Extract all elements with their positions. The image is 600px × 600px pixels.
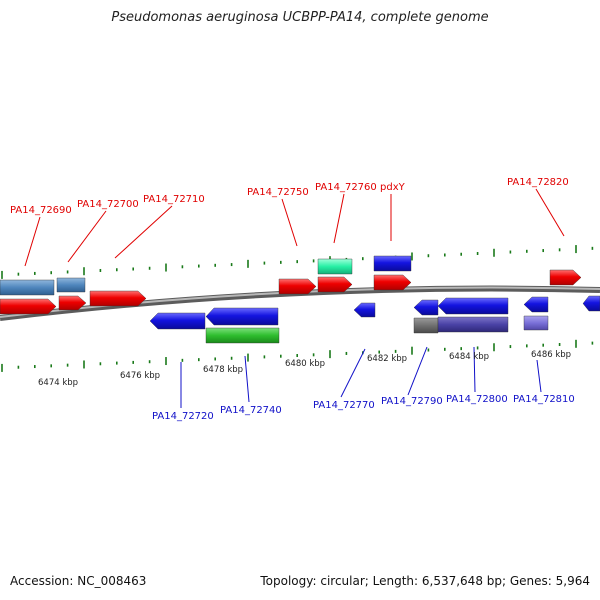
gene-arrow[interactable] [0,279,55,296]
gene-arrow[interactable] [317,258,353,275]
label-leader-line [333,193,345,244]
kbp-label: 6474 kbp [38,378,78,388]
kbp-label: 6480 kbp [285,359,325,369]
label-leader-line [24,216,41,267]
gene-arrow[interactable] [373,255,412,272]
kbp-label: 6476 kbp [120,371,160,381]
gene-arrow[interactable] [317,276,353,293]
gene-arrow[interactable] [89,290,147,307]
accession-text: Accession: NC_008463 [10,574,147,588]
gene-label-pa14-72720[interactable]: PA14_72720 [152,411,214,422]
gene-arrow[interactable] [205,307,279,326]
label-leader-line [67,210,107,263]
label-leader-line [535,188,565,237]
gene-arrow[interactable] [437,297,509,315]
label-leader-line [114,205,173,259]
label-leader-line [536,359,542,393]
gene-label-pa14-72820[interactable]: PA14_72820 [507,177,569,188]
label-leader-line [473,346,476,393]
gene-arrow[interactable] [353,302,376,318]
gene-label-pa14-72740[interactable]: PA14_72740 [220,405,282,416]
gene-arrow[interactable] [373,274,412,291]
kbp-label: 6486 kbp [531,350,571,360]
gene-arrow[interactable] [278,278,317,295]
gene-arrow[interactable] [413,299,439,316]
gene-label-pa14-72760[interactable]: PA14_72760 [315,182,377,193]
gene-arrow[interactable] [149,312,206,330]
gene-label-pa14-72810[interactable]: PA14_72810 [513,394,575,405]
gene-label-pa14-72690[interactable]: PA14_72690 [10,205,72,216]
gene-arrow[interactable] [413,317,439,334]
genome-summary-text: Topology: circular; Length: 6,537,648 bp… [260,574,590,588]
gene-label-pa14-72800[interactable]: PA14_72800 [446,394,508,405]
gene-arrow[interactable] [523,315,549,331]
gene-arrow[interactable] [582,295,600,312]
gene-label-pa14-72710[interactable]: PA14_72710 [143,194,205,205]
kbp-label: 6484 kbp [449,352,489,362]
gene-label-pa14-72750[interactable]: PA14_72750 [247,187,309,198]
kbp-label: 6478 kbp [203,365,243,375]
label-leader-line [281,198,298,247]
gene-label-pa14-72700[interactable]: PA14_72700 [77,199,139,210]
gene-label-pa14-72770[interactable]: PA14_72770 [313,400,375,411]
label-leader-line [244,355,250,403]
gene-label-pa14-72790[interactable]: PA14_72790 [381,396,443,407]
label-leader-line [407,346,428,396]
gene-arrow[interactable] [523,296,549,313]
label-leader-line [340,348,366,398]
gene-arrow[interactable] [58,295,87,311]
gene-label-pdxy[interactable]: pdxY [380,182,406,193]
kbp-label: 6482 kbp [367,354,407,364]
gene-arrow[interactable] [0,298,57,315]
gene-arrow[interactable] [205,327,280,344]
gene-arrow[interactable] [437,316,509,333]
genome-title: Pseudomonas aeruginosa UCBPP-PA14, compl… [111,10,489,25]
gene-arrow[interactable] [56,277,86,293]
gene-arrow[interactable] [549,269,582,286]
